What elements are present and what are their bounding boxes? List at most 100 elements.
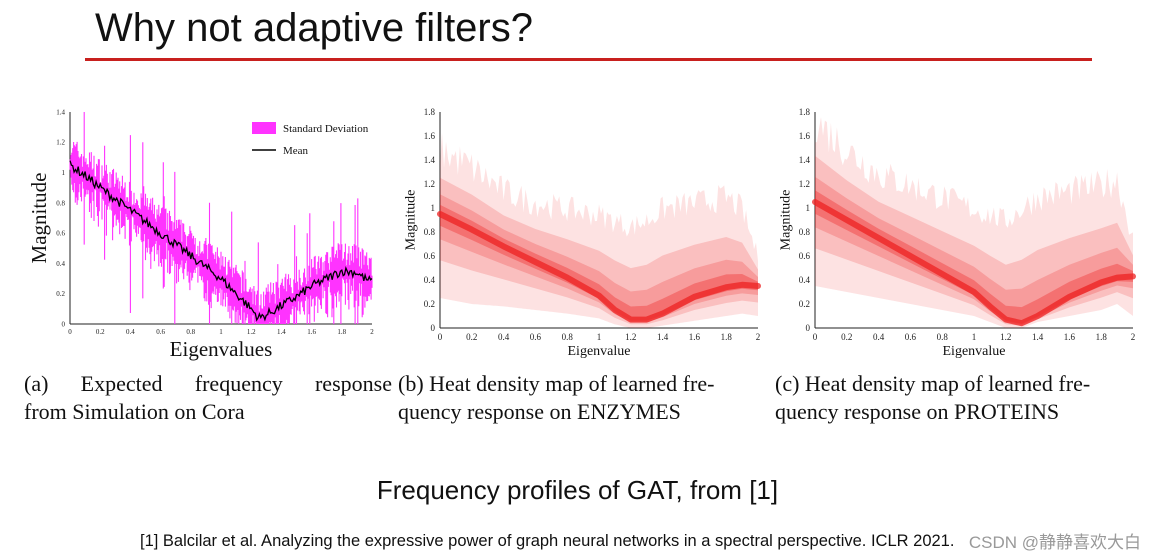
legend-std-dev-label: Standard Deviation	[283, 123, 369, 135]
chart-panel-b: 0 0.2 0.4 0.6 0.8 1 1.2 1.4 1.6 1.8 2 0 0.2 0.4 0.6 0.8…	[398, 100, 773, 365]
chart-c-x-tick-label: 0.4	[873, 332, 885, 342]
chart-c-y-tick-label: 0.6	[799, 251, 811, 261]
chart-c-y-tick-label: 1.6	[799, 131, 811, 141]
caption-a-line2: from Simulation on Cora	[24, 399, 245, 424]
chart-c-x-tick-label: 1	[972, 332, 977, 342]
chart-b-y-tick-label: 0.2	[424, 299, 435, 309]
chart-c-y-tick-label: 1	[806, 203, 811, 213]
caption-a-word-3: frequency	[194, 371, 283, 396]
chart-a-y-tick-label: 1	[62, 169, 66, 177]
chart-panel-a: 0 0.2 0.4 0.6 0.8 1 1.2 1.4 1.6 1.8 2 0 0.2 0.4 0.6 0.8…	[20, 100, 400, 365]
title-underline	[85, 58, 1092, 61]
caption-b-line2: quency response on ENZYMES	[398, 399, 681, 424]
chart-b-y-tick-label: 0.6	[424, 251, 436, 261]
chart-c-x-axis-label: Eigenvalue	[943, 344, 1006, 359]
chart-c-x-tick-label: 1.6	[1064, 332, 1076, 342]
chart-c-svg: 0 0.2 0.4 0.6 0.8 1 1.2 1.4 1.6 1.8 2 0 0.2 0.4 0.6 0.8…	[779, 107, 1136, 359]
chart-b-y-tick-label: 0.4	[424, 275, 436, 285]
caption-c-line1: (c) Heat density map of learned fre-	[775, 371, 1091, 396]
chart-b-svg: 0 0.2 0.4 0.6 0.8 1 1.2 1.4 1.6 1.8 2 0 0.2 0.4 0.6 0.8…	[404, 107, 761, 359]
chart-a-svg: 0 0.2 0.4 0.6 0.8 1 1.2 1.4 1.6 1.8 2 0 0.2 0.4 0.6 0.8…	[27, 108, 374, 361]
chart-a-x-tick-label: 1.6	[307, 328, 316, 336]
chart-a-y-tick-label: 0	[62, 320, 66, 328]
chart-c-y-tick-label: 0.8	[799, 227, 811, 237]
chart-b-x-tick-label: 1.6	[689, 332, 701, 342]
chart-a-y-tick-label: 1.4	[56, 108, 65, 116]
caption-b-line1: (b) Heat density map of learned fre-	[398, 371, 715, 396]
density-mean-line	[437, 211, 761, 323]
chart-b-y-axis-label: Magnitude	[404, 190, 419, 251]
chart-b-x-tick-label: 0.8	[562, 332, 574, 342]
density-band-1	[815, 155, 1133, 326]
chart-b-x-tick-label: 2	[756, 332, 761, 342]
chart-b-x-tick-label: 1.4	[657, 332, 669, 342]
caption-a-word-4: response	[314, 371, 392, 396]
chart-b-x-tick-label: 1.2	[625, 332, 636, 342]
slide-title: Why not adaptive filters?	[95, 6, 533, 50]
density-band-1	[440, 177, 758, 325]
chart-b-x-tick-label: 1.8	[721, 332, 733, 342]
chart-a-y-tick-label: 0.4	[56, 260, 65, 268]
chart-b-y-tick-label: 1	[431, 203, 436, 213]
chart-c-y-axis-label: Magnitude	[779, 190, 794, 251]
chart-b-y-tick-label: 0	[431, 323, 436, 333]
chart-a-x-tick-label: 2	[370, 328, 374, 336]
density-band-2	[440, 194, 758, 323]
chart-a-y-tick-label: 0.8	[56, 199, 65, 207]
chart-b-x-tick-label: 0.2	[466, 332, 477, 342]
legend-mean-label: Mean	[283, 145, 309, 157]
caption-a-word-1: (a)	[24, 371, 49, 396]
density-band-3	[440, 204, 758, 321]
chart-b-y-tick-label: 1.2	[424, 179, 435, 189]
chart-c-y-tick-label: 0.2	[799, 299, 810, 309]
mean-line	[69, 160, 373, 322]
caption-a-word-2: Expected	[80, 371, 163, 396]
std-dev-band	[69, 112, 373, 324]
chart-c-y-tick-label: 1.4	[799, 155, 811, 165]
density-outer-band	[440, 132, 758, 328]
chart-c-x-tick-label: 2	[1131, 332, 1136, 342]
chart-b-x-tick-label: 0	[438, 332, 443, 342]
chart-c-x-tick-label: 0.8	[937, 332, 949, 342]
chart-c-x-tick-label: 0.2	[841, 332, 852, 342]
slide-subtitle: Frequency profiles of GAT, from [1]	[376, 475, 779, 505]
chart-a-y-tick-label: 0.2	[56, 290, 65, 298]
density-band-2	[815, 176, 1133, 325]
chart-c-y-tick-label: 1.2	[799, 179, 810, 189]
chart-b-x-tick-label: 1	[597, 332, 602, 342]
chart-a-y-tick-label: 1.2	[56, 139, 65, 147]
chart-b-y-tick-label: 1.6	[424, 131, 436, 141]
density-outer-band	[815, 117, 1133, 328]
chart-c-y-tick-label: 0	[806, 323, 811, 333]
chart-panel-c: 0 0.2 0.4 0.6 0.8 1 1.2 1.4 1.6 1.8 2 0 0.2 0.4 0.6 0.8…	[773, 100, 1148, 365]
footnote-citation: [1] Balcilar et al. Analyzing the expres…	[140, 532, 955, 550]
legend-std-dev-swatch	[252, 122, 276, 134]
chart-a-x-tick-label: 0.6	[156, 328, 165, 336]
watermark: CSDN @静静喜欢大白	[968, 533, 1141, 552]
chart-a-y-axis-label: Magnitude	[27, 173, 51, 264]
caption-c-line2: quency response on PROTEINS	[775, 399, 1060, 424]
chart-a-x-tick-label: 0.2	[96, 328, 105, 336]
density-mean-line	[812, 199, 1136, 327]
chart-a-x-tick-label: 1.4	[277, 328, 286, 336]
chart-a-x-tick-label: 0.4	[126, 328, 135, 336]
chart-a-x-tick-label: 1.2	[247, 328, 256, 336]
chart-a-x-tick-label: 1.8	[337, 328, 346, 336]
chart-b-y-tick-label: 0.8	[424, 227, 436, 237]
chart-a-x-axis-label: Eigenvalues	[170, 337, 273, 361]
caption-a-line1: (a) Expected frequency response	[24, 370, 392, 398]
chart-c-y-tick-label: 0.4	[799, 275, 811, 285]
chart-c-x-tick-label: 0	[813, 332, 818, 342]
chart-b-x-tick-label: 0.4	[498, 332, 510, 342]
chart-c-y-tick-label: 1.8	[799, 107, 811, 117]
chart-a-x-tick-label: 0.8	[186, 328, 195, 336]
chart-c-x-tick-label: 1.8	[1096, 332, 1108, 342]
chart-a-y-tick-label: 0.6	[56, 230, 65, 238]
chart-a-x-tick-label: 1	[219, 328, 223, 336]
chart-b-y-tick-label: 1.4	[424, 155, 436, 165]
chart-a-x-tick-label: 0	[68, 328, 72, 336]
chart-c-x-tick-label: 0.6	[905, 332, 917, 342]
chart-b-x-axis-label: Eigenvalue	[568, 344, 631, 359]
chart-c-x-tick-label: 1.2	[1000, 332, 1011, 342]
chart-b-x-tick-label: 0.6	[530, 332, 542, 342]
